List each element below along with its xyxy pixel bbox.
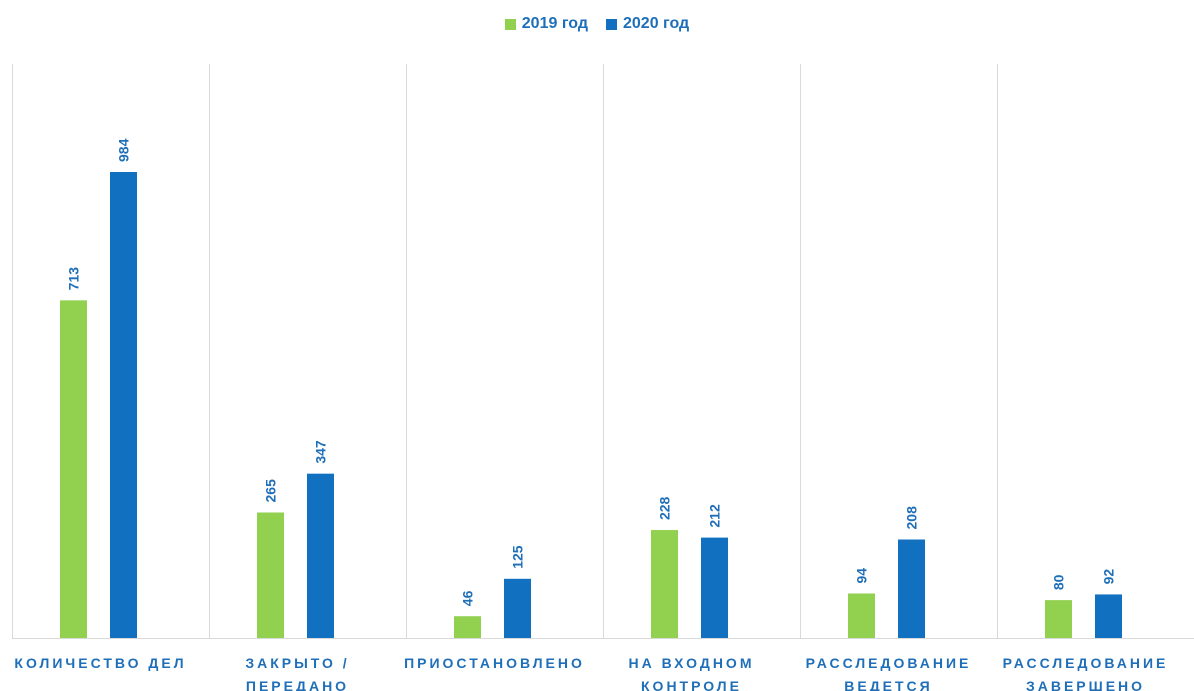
data-label: 984 xyxy=(116,138,132,162)
data-label: 125 xyxy=(510,545,526,569)
data-label: 80 xyxy=(1051,574,1067,590)
legend-label-2020: 2020 год xyxy=(623,15,690,32)
data-label: 212 xyxy=(707,504,723,528)
bar-2020 xyxy=(898,539,925,638)
data-label: 46 xyxy=(460,590,476,606)
bar-2020 xyxy=(110,172,137,638)
legend-swatch-2020 xyxy=(606,18,617,30)
data-label: 92 xyxy=(1101,569,1117,585)
bar-2019 xyxy=(454,616,481,638)
category-label: ЗАВЕРШЕНО xyxy=(1026,678,1145,691)
bar-2020 xyxy=(1095,594,1122,638)
legend-swatch-2019 xyxy=(504,18,516,30)
data-label: 347 xyxy=(313,440,329,464)
bar-2019 xyxy=(1045,600,1072,638)
chart-legend: 2019 год 2020 год xyxy=(0,12,1194,36)
data-label: 713 xyxy=(66,267,82,291)
data-label: 265 xyxy=(263,479,279,503)
bar-2019 xyxy=(848,593,875,638)
bar-2020 xyxy=(307,473,334,638)
legend-item-2020: 2020 год xyxy=(606,15,689,33)
category-label: ПЕРЕДАНО xyxy=(246,678,349,691)
data-label: 228 xyxy=(657,496,673,520)
bar-2019 xyxy=(257,512,284,638)
data-label: 94 xyxy=(854,568,870,584)
category-label: ПРИОСТАНОВЛЕНО xyxy=(404,655,585,671)
bar-2020 xyxy=(701,537,728,638)
category-label: РАССЛЕДОВАНИЕ xyxy=(806,655,972,671)
data-label: 208 xyxy=(904,506,920,530)
bar-2019 xyxy=(60,300,87,638)
category-label: НА ВХОДНОМ xyxy=(628,655,754,671)
category-label: КОЛИЧЕСТВО ДЕЛ xyxy=(14,655,186,671)
bar-2019 xyxy=(651,530,678,638)
category-label: КОНТРОЛЕ xyxy=(641,678,742,691)
bar-2020 xyxy=(504,578,531,638)
legend-item-2019: 2019 год xyxy=(504,15,588,33)
legend-label-2019: 2019 год xyxy=(521,15,588,32)
category-label: ЗАКРЫТО / xyxy=(245,655,349,671)
category-label: РАССЛЕДОВАНИЕ xyxy=(1003,655,1169,671)
category-label: ВЕДЕТСЯ xyxy=(844,678,932,691)
